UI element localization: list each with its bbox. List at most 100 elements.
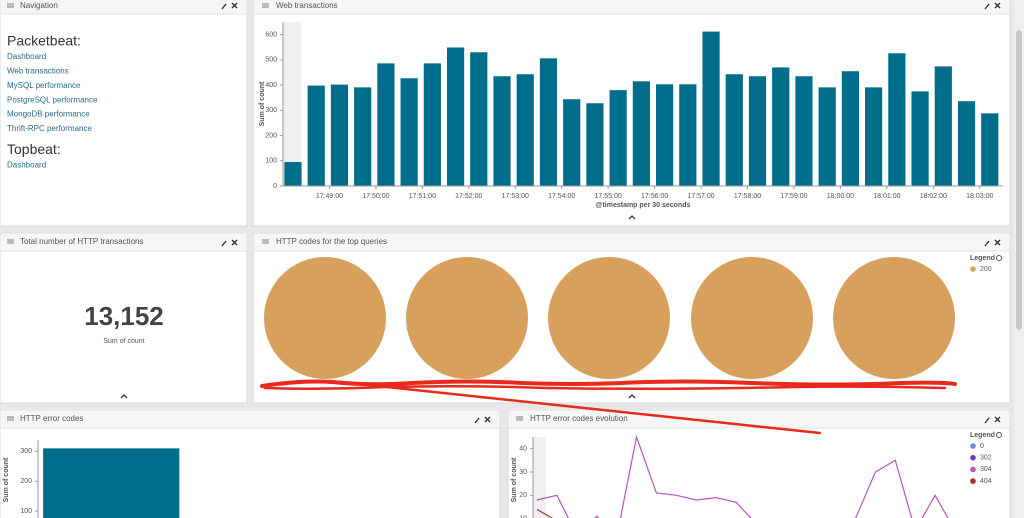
legend-swatch bbox=[970, 478, 976, 484]
pie-slice bbox=[264, 257, 386, 379]
panel-title: Web transactions bbox=[276, 1, 338, 10]
bar bbox=[493, 76, 511, 186]
bar bbox=[911, 91, 929, 186]
y-axis-label: Sum of count bbox=[3, 457, 10, 502]
x-tick-label: 17:53:00 bbox=[502, 193, 529, 200]
bar bbox=[772, 67, 790, 186]
header-icons[interactable] bbox=[221, 2, 1001, 424]
legend-label: 302 bbox=[980, 455, 992, 462]
bar bbox=[934, 66, 952, 186]
panel-title: HTTP error codes bbox=[20, 414, 83, 423]
nav-link[interactable]: MongoDB performance bbox=[7, 110, 90, 119]
pie-slice bbox=[833, 257, 955, 379]
bar bbox=[888, 53, 906, 186]
y-tick-label: 400 bbox=[265, 82, 277, 89]
nav-link[interactable]: Dashboard bbox=[7, 52, 46, 61]
legend-swatch bbox=[970, 466, 976, 473]
bar bbox=[795, 76, 813, 186]
pie-slice bbox=[691, 257, 813, 379]
y-tick-label: 200 bbox=[20, 478, 32, 485]
bar bbox=[43, 448, 180, 518]
panel-title: HTTP error codes evolution bbox=[530, 414, 628, 423]
x-tick-label: 17:52:00 bbox=[455, 193, 482, 200]
x-tick-label: 17:59:00 bbox=[780, 193, 807, 200]
y-tick-label: 500 bbox=[265, 57, 277, 64]
bar bbox=[284, 162, 302, 186]
bar bbox=[354, 87, 372, 186]
bar bbox=[865, 87, 883, 186]
nav-heading: Topbeat: bbox=[7, 141, 61, 157]
bar bbox=[516, 74, 534, 186]
bar bbox=[679, 84, 697, 186]
x-tick-label: 18:03:00 bbox=[966, 193, 993, 200]
bar bbox=[330, 84, 349, 186]
bar bbox=[377, 63, 395, 186]
bar bbox=[841, 71, 859, 186]
x-tick-label: 17:56:00 bbox=[641, 193, 668, 200]
y-tick-label: 300 bbox=[265, 107, 277, 114]
y-tick-label: 300 bbox=[20, 448, 32, 455]
legend-toggle bbox=[996, 255, 1002, 261]
x-tick-label: 18:02:00 bbox=[920, 193, 947, 200]
line-series bbox=[536, 434, 949, 518]
legend-label: 304 bbox=[980, 466, 992, 473]
y-tick-label: 20 bbox=[519, 492, 527, 499]
nav-link[interactable]: Thrift-RPC performance bbox=[7, 124, 92, 133]
nav-heading: Packetbeat: bbox=[7, 33, 81, 49]
bar bbox=[981, 113, 999, 186]
x-tick-label: 18:01:00 bbox=[873, 193, 900, 200]
legend-title: Legend bbox=[970, 432, 995, 439]
legend-label: 0 bbox=[980, 443, 984, 450]
bar bbox=[957, 101, 976, 186]
bar bbox=[725, 74, 743, 186]
panel-title: HTTP codes for the top queries bbox=[276, 237, 387, 246]
scroll-thumb[interactable] bbox=[1016, 30, 1022, 330]
bar bbox=[818, 87, 836, 186]
legend-swatch bbox=[970, 266, 976, 272]
metric-label: Sum of count bbox=[103, 338, 144, 345]
nav-link[interactable]: Web transactions bbox=[7, 67, 69, 76]
bar bbox=[656, 84, 674, 186]
y-tick-label: 100 bbox=[20, 508, 32, 515]
bar bbox=[539, 58, 558, 186]
bar bbox=[400, 78, 418, 186]
panel-title: Navigation bbox=[20, 1, 58, 10]
legend-swatch bbox=[970, 443, 976, 449]
legend-toggle bbox=[996, 432, 1002, 438]
y-axis-label: Sum of count bbox=[259, 81, 266, 126]
y-tick-label: 200 bbox=[265, 132, 277, 139]
x-tick-label: 17:51:00 bbox=[409, 193, 436, 200]
pie-slice bbox=[406, 257, 528, 379]
x-tick-label: 17:54:00 bbox=[548, 193, 575, 200]
nav-link[interactable]: PostgreSQL performance bbox=[7, 95, 98, 104]
bar bbox=[632, 81, 650, 186]
x-tick-label: 18:00:00 bbox=[827, 193, 854, 200]
panel-icons bbox=[7, 3, 523, 421]
legend-label: 404 bbox=[980, 478, 992, 485]
pie-slice bbox=[548, 257, 670, 379]
collapse-arrows[interactable] bbox=[120, 215, 636, 399]
red-annotation bbox=[260, 379, 957, 435]
legend-label: 200 bbox=[980, 266, 992, 273]
line-series bbox=[536, 508, 553, 518]
x-tick-label: 17:50:00 bbox=[362, 193, 389, 200]
legend-title: Legend bbox=[970, 255, 995, 262]
x-tick-label: 17:58:00 bbox=[734, 193, 761, 200]
panel-headers bbox=[0, 0, 1011, 429]
nav-link[interactable]: Dashboard bbox=[7, 161, 46, 170]
y-tick-label: 0 bbox=[273, 183, 277, 190]
x-tick-label: 17:57:00 bbox=[687, 193, 714, 200]
bar bbox=[470, 52, 488, 187]
bar bbox=[586, 103, 604, 186]
y-tick-label: 100 bbox=[265, 158, 277, 165]
bar bbox=[748, 76, 767, 186]
legend-swatch bbox=[970, 454, 976, 461]
y-tick-label: 10 bbox=[519, 516, 527, 518]
bar bbox=[702, 31, 720, 186]
partial-bucket bbox=[283, 22, 301, 186]
metric-value: 13,152 bbox=[84, 301, 164, 331]
y-tick-label: 30 bbox=[519, 469, 527, 476]
nav-link[interactable]: MySQL performance bbox=[7, 81, 81, 90]
panel-title: Total number of HTTP transactions bbox=[20, 237, 143, 246]
